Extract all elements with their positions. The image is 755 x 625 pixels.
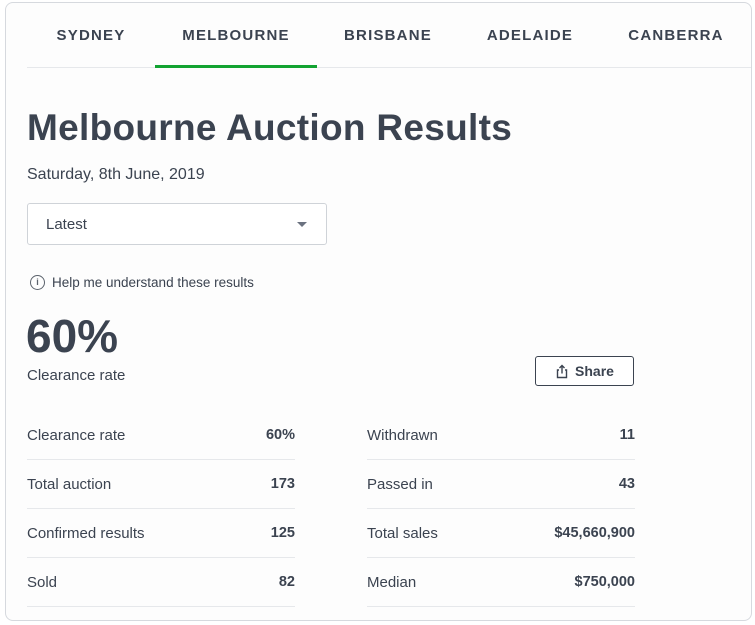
stat-row: Sold 82 — [27, 558, 295, 607]
stat-value: 60% — [265, 427, 295, 443]
select-value: Latest — [46, 215, 87, 233]
tab-canberra[interactable]: CANBERRA — [628, 26, 724, 44]
stat-row: Total sales $45,660,900 — [367, 509, 635, 558]
city-tabs: SYDNEY MELBOURNE BRISBANE ADELAIDE CANBE… — [27, 3, 751, 68]
stats-right-column: Withdrawn 11 Passed in 43 Total sales $4… — [367, 411, 635, 607]
share-icon — [555, 364, 569, 379]
results-filter-select[interactable]: Latest — [27, 203, 327, 245]
help-label: Help me understand these results — [52, 275, 254, 290]
headline-clearance-label: Clearance rate — [27, 367, 126, 384]
stat-value: 43 — [618, 476, 635, 492]
stat-label: Median — [367, 573, 417, 591]
tab-sydney[interactable]: SYDNEY — [56, 26, 126, 44]
stat-value: 173 — [270, 476, 295, 492]
stat-label: Total sales — [367, 524, 438, 542]
stat-row: Passed in 43 — [367, 460, 635, 509]
stat-value: $750,000 — [574, 574, 635, 590]
stat-label: Sold — [27, 573, 58, 591]
stat-label: Withdrawn — [367, 426, 438, 444]
stat-row: Confirmed results 125 — [27, 509, 295, 558]
stat-row: Clearance rate 60% — [27, 411, 295, 460]
page-title: Melbourne Auction Results — [27, 107, 513, 148]
chevron-down-icon — [297, 222, 307, 227]
tab-adelaide[interactable]: ADELAIDE — [486, 26, 574, 44]
stat-value: $45,660,900 — [554, 525, 635, 541]
stat-row: Withdrawn 11 — [367, 411, 635, 460]
stat-label: Total auction — [27, 475, 112, 493]
tab-brisbane[interactable]: BRISBANE — [344, 26, 432, 44]
stat-row: Total auction 173 — [27, 460, 295, 509]
stat-label: Passed in — [367, 475, 433, 493]
stat-label: Clearance rate — [27, 426, 126, 444]
stats-left-column: Clearance rate 60% Total auction 173 Con… — [27, 411, 295, 607]
stat-value: 82 — [278, 574, 295, 590]
info-icon: i — [30, 275, 45, 290]
stat-label: Confirmed results — [27, 524, 145, 542]
help-link[interactable]: i Help me understand these results — [30, 275, 254, 290]
tab-melbourne[interactable]: MELBOURNE — [155, 3, 317, 68]
headline-clearance-value: 60% — [26, 310, 119, 362]
results-date: Saturday, 8th June, 2019 — [27, 166, 205, 183]
share-button[interactable]: Share — [535, 356, 634, 386]
auction-results-panel: SYDNEY MELBOURNE BRISBANE ADELAIDE CANBE… — [5, 2, 752, 621]
stat-row: Median $750,000 — [367, 558, 635, 607]
stat-value: 125 — [270, 525, 295, 541]
stat-value: 11 — [619, 427, 635, 443]
share-label: Share — [575, 363, 614, 379]
